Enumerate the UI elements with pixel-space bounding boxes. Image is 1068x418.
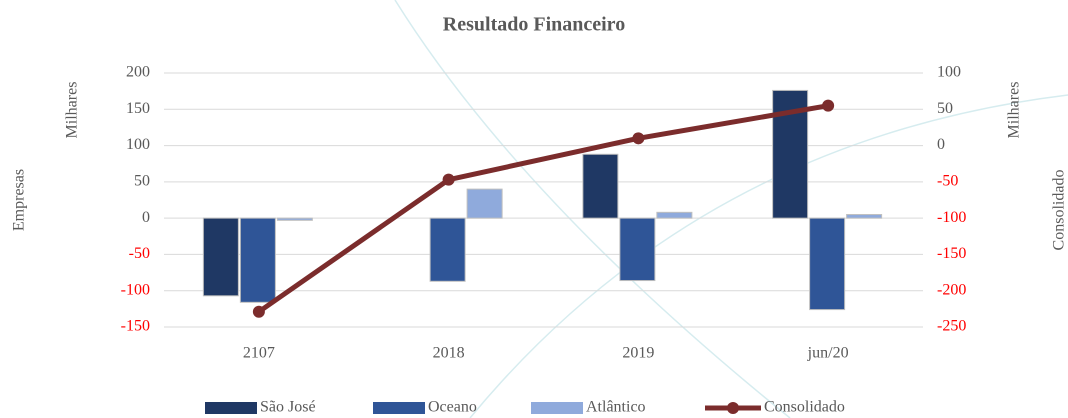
line — [257, 103, 829, 314]
x-tick-label: jun/20 — [807, 345, 849, 362]
y-tick-label: 200 — [126, 64, 150, 81]
bar — [809, 217, 846, 311]
y2-tick-label: -250 — [937, 318, 966, 335]
legend-swatch — [727, 402, 739, 414]
legend-label: São José — [260, 399, 316, 416]
line-marker — [442, 173, 455, 186]
bar — [619, 217, 656, 282]
legend-swatch — [373, 402, 425, 414]
y-tick-label: -150 — [121, 318, 150, 335]
chart-title: Resultado Financeiro — [443, 14, 625, 36]
bar — [276, 217, 313, 221]
y2-tick-label: -200 — [937, 281, 966, 298]
bar — [429, 217, 466, 282]
line-marker — [822, 99, 835, 112]
line-marker — [252, 305, 265, 318]
x-tick-label: 2019 — [622, 345, 654, 362]
y-tick-label: -100 — [121, 281, 150, 298]
y2-tick-label: 0 — [937, 136, 945, 153]
y2-tick-label: 50 — [937, 100, 953, 117]
legend-label: Oceano — [428, 399, 477, 416]
y2-tick-label: -150 — [937, 245, 966, 262]
y-axis-unit: Milhares — [64, 82, 81, 139]
legend-swatch — [205, 402, 257, 414]
x-tick-label: 2018 — [433, 345, 465, 362]
decor-curve — [469, 94, 1068, 418]
bar — [846, 214, 883, 219]
y2-tick-label: -50 — [937, 173, 958, 190]
y-tick-label: 150 — [126, 100, 150, 117]
y2-tick-label: 100 — [937, 64, 961, 81]
x-tick-label: 2107 — [243, 345, 275, 362]
y-axis-label: Empresas — [11, 169, 28, 231]
y-tick-label: -50 — [129, 245, 150, 262]
bar — [656, 211, 693, 219]
y2-axis-label: Consolidado — [1051, 170, 1068, 251]
y-tick-label: 50 — [134, 173, 150, 190]
bar — [466, 188, 503, 219]
bar — [582, 153, 619, 219]
y2-axis-unit: Milhares — [1006, 82, 1023, 139]
bar — [239, 217, 276, 303]
decor-curve — [394, 0, 791, 418]
legend-swatch — [531, 402, 583, 414]
bar — [202, 217, 239, 297]
line-marker — [632, 132, 645, 145]
y-tick-label: 0 — [142, 209, 150, 226]
legend-label: Consolidado — [764, 399, 845, 416]
y2-tick-label: -100 — [937, 209, 966, 226]
y-tick-label: 100 — [126, 136, 150, 153]
legend-label: Atlântico — [586, 399, 646, 416]
